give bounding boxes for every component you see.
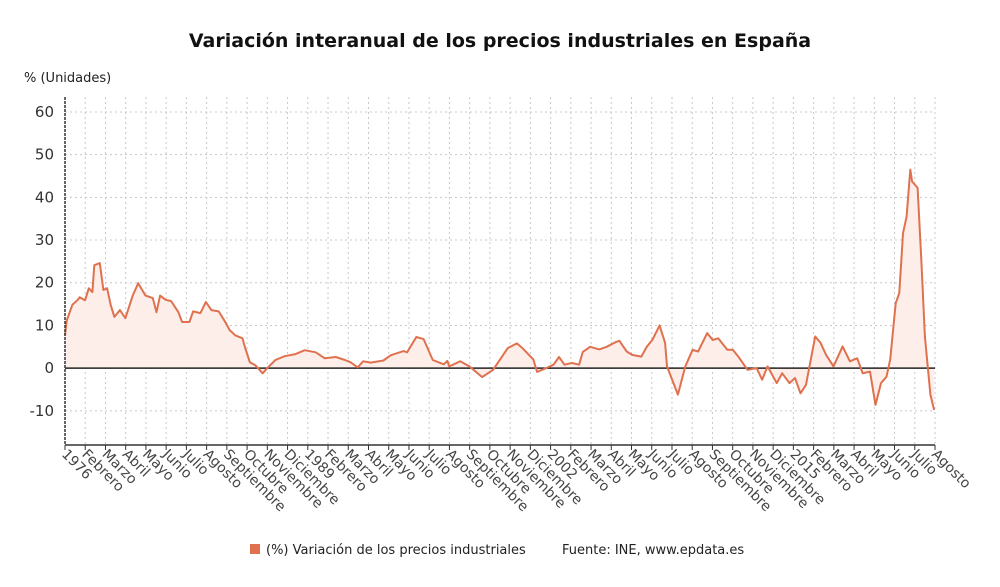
- y-tick-label: 0: [44, 359, 54, 377]
- y-tick-label: 20: [35, 274, 54, 292]
- y-tick-label: 50: [35, 146, 54, 164]
- x-tick-labels: 1976FebreroMarzoAbrilMayoJunioJulioAgost…: [58, 446, 974, 515]
- chart-title: Variación interanual de los precios indu…: [189, 30, 811, 52]
- legend: (%) Variación de los precios industriale…: [250, 543, 744, 558]
- series-line: [64, 168, 936, 411]
- series-area: [65, 169, 935, 410]
- y-tick-labels: -10 0 10 20 30 40 50 60: [30, 103, 55, 420]
- y-tick-label: 10: [35, 316, 54, 334]
- y-tick-label: 40: [35, 188, 54, 206]
- y-tick-label: 60: [35, 103, 54, 121]
- legend-swatch: [250, 544, 260, 554]
- source-label: Fuente: INE, www.epdata.es: [562, 543, 744, 558]
- legend-label: (%) Variación de los precios industriale…: [266, 543, 526, 558]
- grid: [65, 97, 936, 445]
- axes: [64, 97, 936, 450]
- y-axis-label: % (Unidades): [24, 71, 111, 86]
- y-tick-label: 30: [35, 231, 54, 249]
- y-tick-label: -10: [30, 402, 55, 420]
